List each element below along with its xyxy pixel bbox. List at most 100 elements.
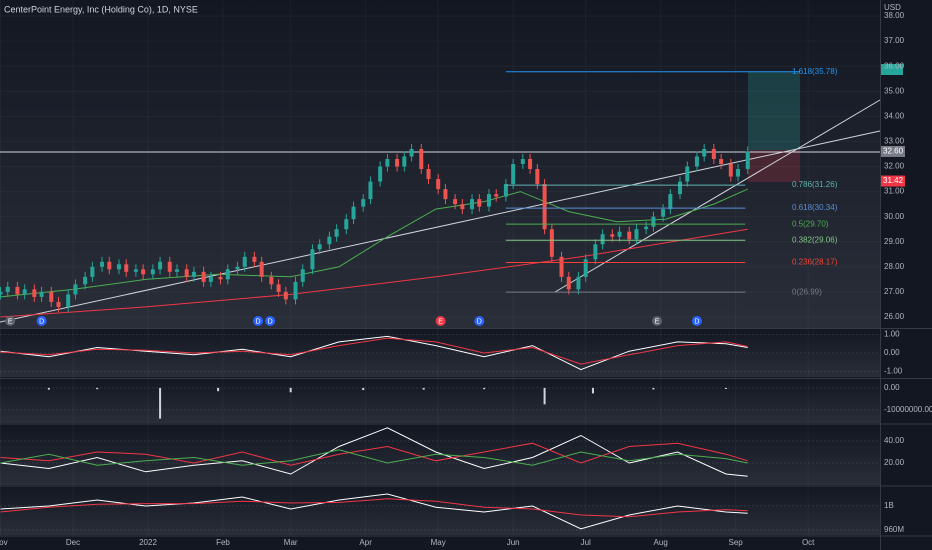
candle-body: [644, 226, 649, 230]
event-marker: [5, 316, 16, 326]
fib-label: 0.618(30.34): [792, 203, 838, 212]
candle-body: [107, 261, 112, 270]
x-tick-label: Feb: [216, 538, 230, 547]
fib-label: 0(26.99): [792, 287, 822, 296]
series-line: [0, 449, 748, 466]
candle-body: [225, 269, 230, 280]
event-marker: [691, 316, 702, 326]
y-tick-label: 20.00: [884, 458, 905, 467]
y-tick-label: 30.00: [884, 212, 905, 221]
candle-body: [402, 156, 407, 167]
event-label: E: [8, 318, 13, 325]
candle-body: [293, 281, 298, 300]
candle-body: [685, 166, 690, 182]
y-tick-label: 40.00: [884, 436, 905, 445]
candle-body: [583, 259, 588, 277]
x-tick-label: Mar: [284, 538, 298, 547]
candle-body: [610, 234, 615, 237]
candle-body: [617, 231, 622, 237]
candle-body: [559, 256, 564, 277]
candle-body: [133, 269, 138, 272]
candle-body: [719, 158, 724, 164]
candle-body: [300, 269, 305, 282]
candle-body: [503, 184, 508, 197]
candle-body: [175, 269, 180, 272]
candle-body: [208, 276, 213, 282]
moving-average: [0, 228, 748, 318]
candle-body: [470, 199, 475, 210]
x-tick-label: Nov: [0, 538, 8, 547]
candle-body: [351, 206, 356, 220]
y-tick-label: 1B: [884, 501, 894, 510]
y-tick-label: 34.00: [884, 111, 905, 120]
fib-label: 1.618(35.78): [792, 67, 838, 76]
candle-body: [494, 194, 499, 197]
histogram-bar: [483, 387, 486, 390]
candle-body: [443, 189, 448, 200]
trend-line: [0, 130, 881, 323]
candle-body: [22, 289, 27, 295]
candle-body: [100, 261, 105, 267]
histogram-bar: [217, 387, 220, 392]
fib-label: 0.236(28.17): [792, 258, 838, 267]
osc-pane: [0, 380, 880, 423]
candle-body: [283, 291, 288, 300]
y-tick-label: -1.00: [884, 367, 903, 376]
series-line: [0, 427, 748, 477]
candle-body: [745, 151, 750, 170]
y-tick-label: 33.00: [884, 137, 905, 146]
candle-body: [385, 158, 390, 167]
y-tick-label: 28.00: [884, 262, 905, 271]
candle-body: [627, 231, 632, 240]
target-price-box: [881, 64, 903, 75]
event-marker: [36, 316, 47, 326]
event-label: E: [655, 318, 660, 325]
histogram-bar: [422, 387, 425, 390]
candle-body: [395, 158, 400, 167]
candle-body: [344, 219, 349, 230]
position-stop: [748, 150, 800, 182]
candle-body: [167, 261, 172, 272]
candle-body: [436, 179, 441, 190]
trend-line: [554, 99, 881, 293]
event-marker: [474, 316, 485, 326]
candle-body: [668, 194, 673, 210]
x-tick-label: Aug: [654, 538, 668, 547]
candle-body: [576, 276, 581, 290]
event-label: D: [39, 318, 44, 325]
candle-body: [124, 264, 129, 272]
candle-body: [549, 229, 554, 257]
main-pane: [0, 0, 880, 328]
y-tick-label: 960M: [884, 525, 904, 534]
candle-body: [158, 261, 163, 270]
y-tick-label: 26.00: [884, 312, 905, 321]
candle-body: [409, 148, 414, 157]
moving-average: [0, 188, 748, 298]
event-label: D: [477, 318, 482, 325]
candle-body: [150, 269, 155, 275]
candle-body: [15, 286, 20, 295]
y-tick-label: 1.00: [884, 330, 900, 339]
candle-body: [728, 164, 733, 177]
candle-body: [378, 166, 383, 182]
candle-body: [593, 244, 598, 260]
event-marker: [435, 316, 446, 326]
histogram-bar: [724, 387, 727, 389]
candle-body: [535, 169, 540, 185]
fib-label: 0.786(31.26): [792, 180, 838, 189]
candle-body: [242, 256, 247, 267]
candle-body: [453, 199, 458, 205]
candle-body: [310, 249, 315, 270]
candle-body: [566, 276, 571, 290]
candle-body: [486, 194, 491, 207]
histogram-bar: [289, 387, 292, 393]
y-tick-label: -10000000.00: [884, 405, 932, 414]
y-tick-label: 31.00: [884, 187, 905, 196]
candle-body: [678, 181, 683, 195]
event-marker: [652, 316, 663, 326]
event-label: D: [694, 318, 699, 325]
x-tick-label: Apr: [359, 538, 372, 547]
candle-body: [252, 256, 257, 262]
